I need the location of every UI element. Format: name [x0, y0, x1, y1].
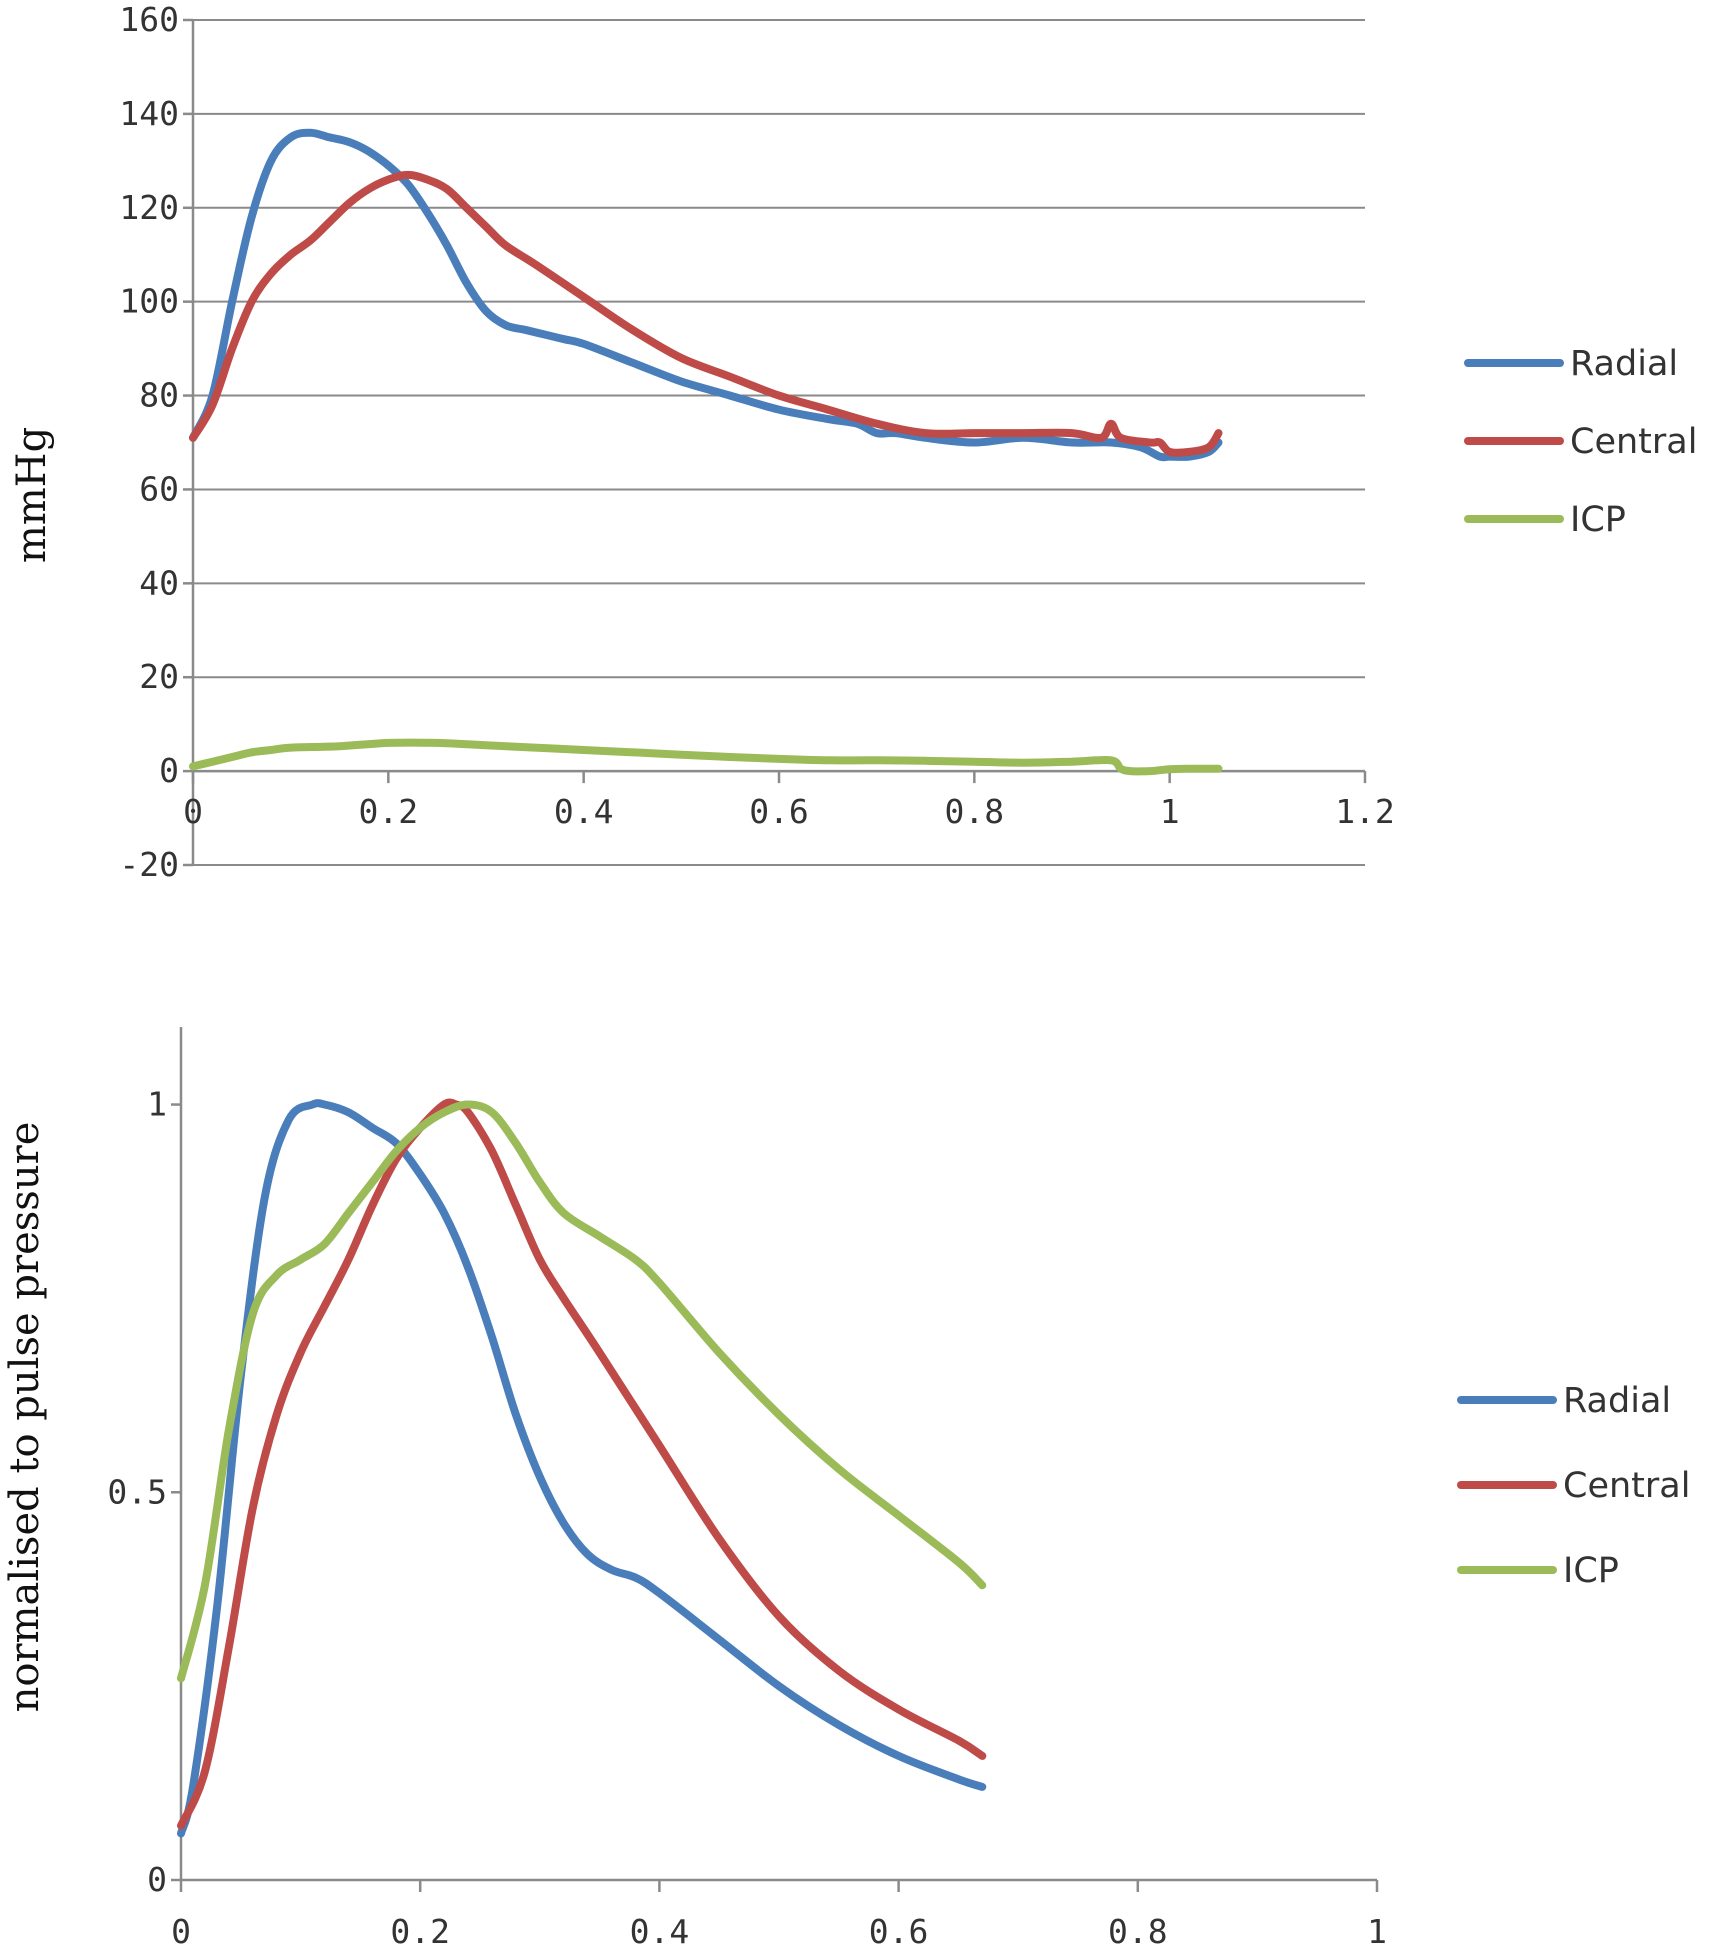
x-tick-label: 0	[171, 1912, 191, 1951]
y-tick-label: 1	[147, 1085, 167, 1124]
y-tick-label: 100	[119, 282, 179, 321]
y-tick-labels: -20 0 20 40 60 80 100 120 140 160	[119, 0, 179, 884]
x-tick-label: 0.4	[630, 1912, 690, 1951]
y-tick-label: 0	[147, 1860, 167, 1899]
y-tick-label: 120	[119, 188, 179, 227]
chart-normalised-pressure: normalised to pulse pressure 00.51 0 0.2 0…	[2, 1027, 1690, 1951]
series-lines	[189, 128, 1223, 776]
x-tick-label: 0.8	[945, 792, 1005, 831]
y-tick-label: 0	[159, 751, 179, 790]
x-tick-label: 1	[1367, 1912, 1387, 1951]
series-lines	[177, 1098, 987, 1838]
legend-label: Central	[1570, 422, 1697, 462]
x-tick-labels: 0 0.2 0.4 0.6 0.8 1	[171, 1912, 1387, 1951]
y-tick-label: 140	[119, 94, 179, 133]
x-tick-label: 0.4	[554, 792, 614, 831]
y-axis-label: mmHg	[9, 427, 55, 563]
legend-label: Radial	[1570, 344, 1678, 384]
series-line-icp	[177, 1100, 987, 1683]
y-tick-label: -20	[119, 845, 179, 884]
legend: Radial Central ICP	[1464, 344, 1697, 540]
legend-label: ICP	[1570, 500, 1626, 540]
y-tick-label: 60	[139, 469, 179, 508]
x-tick-label: 1	[1160, 792, 1180, 831]
y-tick-label: 40	[139, 563, 179, 602]
axes	[171, 1027, 1379, 1892]
legend: Radial Central ICP	[1457, 1381, 1690, 1591]
series-line-icp	[189, 738, 1223, 776]
y-tick-labels: 00.51	[107, 1085, 167, 1899]
legend-label: Central	[1563, 1466, 1690, 1506]
y-tick-label: 80	[139, 376, 179, 415]
x-tick-label: 1.2	[1335, 792, 1395, 831]
x-tick-label: 0.6	[749, 792, 809, 831]
x-tick-label: 0.8	[1108, 1912, 1168, 1951]
x-tick-labels: 0 0.2 0.4 0.6 0.8 1 1.2	[183, 792, 1395, 831]
y-tick-label: 160	[119, 0, 179, 39]
series-line-central	[177, 1098, 987, 1830]
series-line-central	[189, 170, 1223, 457]
x-tick-label: 0	[183, 792, 203, 831]
x-tick-label: 0.2	[359, 792, 419, 831]
series-line-radial	[177, 1099, 987, 1838]
y-axis-label: normalised to pulse pressure	[2, 1122, 48, 1713]
gridlines	[193, 19, 1365, 866]
legend-label: ICP	[1563, 1551, 1619, 1591]
y-tick-label: 0.5	[107, 1472, 167, 1511]
legend-label: Radial	[1563, 1381, 1671, 1421]
series-line-radial	[189, 128, 1223, 462]
y-tick-label: 20	[139, 657, 179, 696]
x-tick-label: 0.6	[869, 1912, 929, 1951]
x-tick-label: 0.2	[390, 1912, 450, 1951]
